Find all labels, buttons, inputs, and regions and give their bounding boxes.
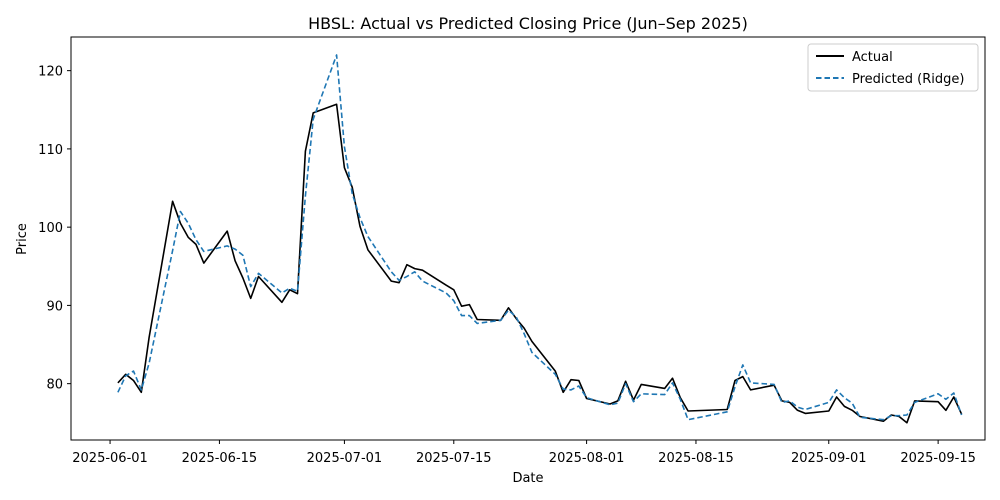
- plot-frame: [70, 36, 986, 441]
- legend: Actual Predicted (Ridge): [807, 43, 979, 92]
- x-tick-label: 2025-09-15: [900, 451, 976, 466]
- y-axis-label: Price: [15, 223, 30, 255]
- x-tick-label: 2025-06-15: [182, 451, 258, 466]
- x-tick-label: 2025-06-01: [72, 451, 148, 466]
- series-line-actual: [117, 103, 963, 424]
- x-axis: 2025-06-01 2025-06-15 2025-07-01 2025-07-15…: [72, 440, 976, 466]
- series-layer: [117, 54, 963, 424]
- x-axis-label: Date: [512, 471, 543, 486]
- y-tick-label: 110: [38, 143, 63, 158]
- chart-title: HBSL: Actual vs Predicted Closing Price …: [308, 14, 748, 33]
- x-tick-label: 2025-08-01: [549, 451, 625, 466]
- legend-label-actual: Actual: [852, 50, 893, 65]
- y-tick-label: 100: [38, 221, 63, 236]
- legend-box: [807, 43, 979, 92]
- plot-area: 2025-06-01 2025-06-15 2025-07-01 2025-07-15…: [38, 36, 986, 466]
- y-tick-label: 80: [46, 378, 63, 393]
- y-tick-label: 120: [38, 65, 63, 80]
- x-tick-label: 2025-09-01: [791, 451, 867, 466]
- x-tick-label: 2025-07-15: [416, 451, 492, 466]
- x-tick-label: 2025-07-01: [307, 451, 383, 466]
- y-tick-label: 90: [46, 299, 63, 314]
- y-axis: 80 90 100 110 120: [38, 65, 71, 393]
- legend-label-predicted: Predicted (Ridge): [852, 72, 964, 87]
- x-tick-label: 2025-08-15: [658, 451, 734, 466]
- series-line-predicted: [117, 54, 963, 421]
